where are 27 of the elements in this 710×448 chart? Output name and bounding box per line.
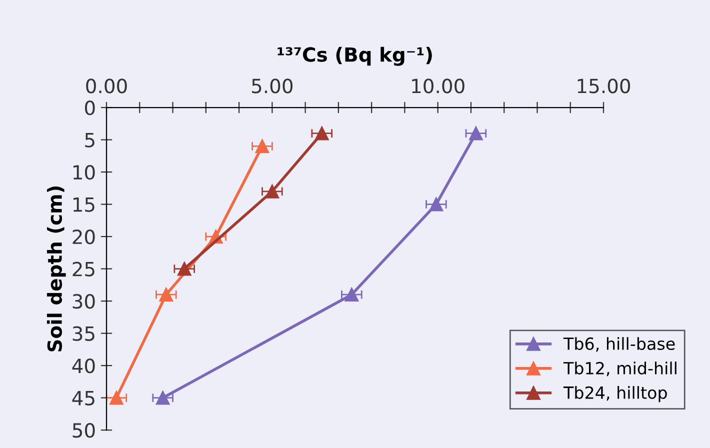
y-tick-label: 10 bbox=[73, 164, 95, 180]
point bbox=[314, 126, 329, 140]
point bbox=[156, 390, 170, 405]
x-axis-title: ¹³⁷Cs (Bq kg⁻¹) bbox=[278, 46, 432, 66]
point bbox=[159, 288, 174, 302]
x-tick-label: 15.00 bbox=[578, 78, 630, 94]
y-axis-title: Soil depth (cm) bbox=[46, 186, 66, 352]
y-tick-label: 20 bbox=[72, 230, 95, 244]
y-tick-label: 5 bbox=[85, 132, 94, 148]
y-tick-label: 45 bbox=[72, 391, 94, 406]
legend-label: Tb6, hill-base bbox=[563, 337, 675, 352]
point bbox=[265, 184, 280, 198]
legend-label: Tb24, hilltop bbox=[563, 386, 667, 402]
y-tick-label: 25 bbox=[72, 262, 94, 276]
y-tick-label: 50 bbox=[72, 423, 95, 438]
point bbox=[344, 288, 359, 302]
x-tick-label: 10.00 bbox=[412, 78, 464, 94]
y-tick-label: 30 bbox=[72, 294, 95, 309]
y-tick-label: 35 bbox=[72, 326, 94, 341]
y-tick-label: 40 bbox=[72, 358, 95, 374]
x-tick-label: 0.00 bbox=[86, 78, 127, 94]
x-tick-label: 5.00 bbox=[252, 78, 293, 94]
point bbox=[109, 390, 124, 405]
y-tick-label: 0 bbox=[84, 100, 95, 116]
point bbox=[468, 126, 483, 140]
legend-label: Tb12, mid-hill bbox=[563, 362, 676, 376]
y-tick-label: 15 bbox=[73, 198, 94, 212]
